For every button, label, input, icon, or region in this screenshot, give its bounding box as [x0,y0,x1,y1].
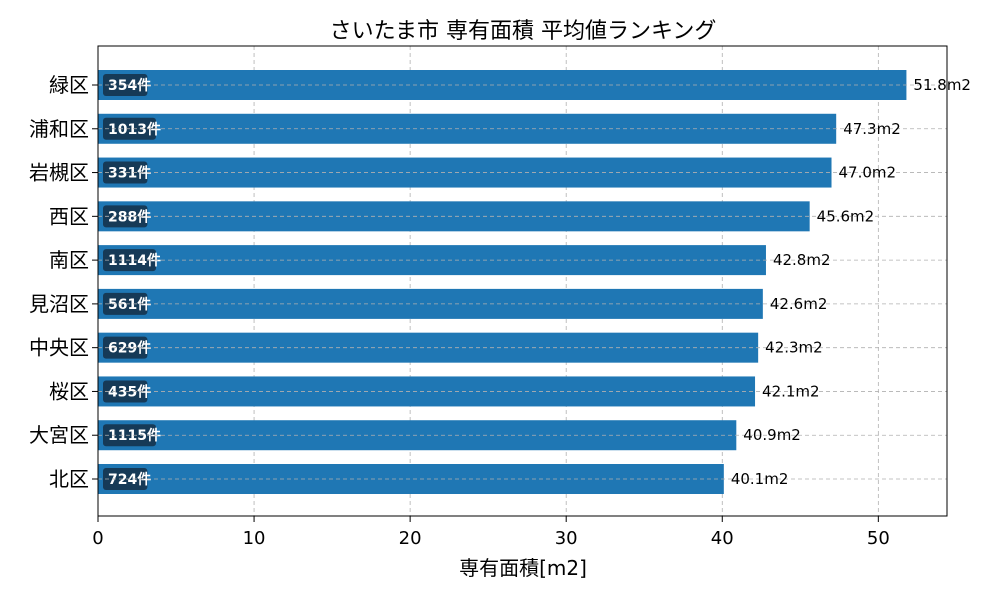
value-label: 42.1m2 [762,382,820,400]
count-badge [103,205,148,228]
y-tick-label: 緑区 [49,73,89,97]
value-label: 42.3m2 [765,339,823,357]
count-badge [103,292,148,315]
y-tick-label: 大宮区 [29,423,89,447]
y-tick-label: 浦和区 [29,117,89,141]
count-badge [103,74,148,96]
chart-title: さいたま市 専有面積 平均値ランキング [330,19,717,44]
bar [98,201,810,232]
bar [98,113,837,144]
y-tick-label: 岩槻区 [29,161,89,185]
plot-frame [97,45,948,517]
x-axis-label: 専有面積[m2] [459,556,587,580]
count-label: 331件 [108,165,151,182]
value-label: 40.9m2 [743,426,801,444]
y-tick-label: 北区 [49,467,89,491]
y-tick-label: 見沼区 [29,292,89,316]
value-labels: 51.8m2 47.3m2 47.0m2 45.6m2 42.8m2 42.6m2 42.3… [98,76,971,488]
value-label: 47.0m2 [839,164,897,182]
count-label: 724件 [108,471,151,488]
count-badge [103,336,148,359]
x-tick-label: 30 [555,528,578,549]
value-label: 51.8m2 [913,76,971,94]
y-tick-label: 南区 [49,248,89,272]
value-label: 42.6m2 [770,295,828,313]
x-tick-label: 10 [243,528,266,549]
y-tick-label: 西区 [49,204,89,228]
x-axis-ticks: 0 10 20 30 40 50 [92,516,890,549]
count-badge [103,380,148,403]
count-label: 1013件 [108,121,161,138]
count-label: 1114件 [108,252,161,269]
count-label: 1115件 [108,427,161,444]
count-label: 288件 [108,208,151,225]
count-label: 629件 [108,340,151,357]
count-label: 561件 [108,296,151,313]
y-tick-label: 中央区 [29,336,89,360]
count-badge [103,161,148,184]
count-badge [103,468,148,490]
x-tick-label: 0 [92,528,103,549]
value-label: 42.8m2 [773,251,831,269]
y-tick-label: 桜区 [49,379,89,403]
count-label: 435件 [108,383,151,400]
x-tick-label: 40 [711,528,734,549]
x-tick-label: 50 [867,528,890,549]
value-label: 47.3m2 [843,120,901,138]
x-tick-label: 20 [399,528,422,549]
value-label: 40.1m2 [731,470,789,488]
count-label: 354件 [108,77,151,94]
count-badges: 354件 1013件 331件 288件 1114件 561件 629件 435件 1115件 7… [103,74,161,490]
value-label: 45.6m2 [817,207,875,225]
